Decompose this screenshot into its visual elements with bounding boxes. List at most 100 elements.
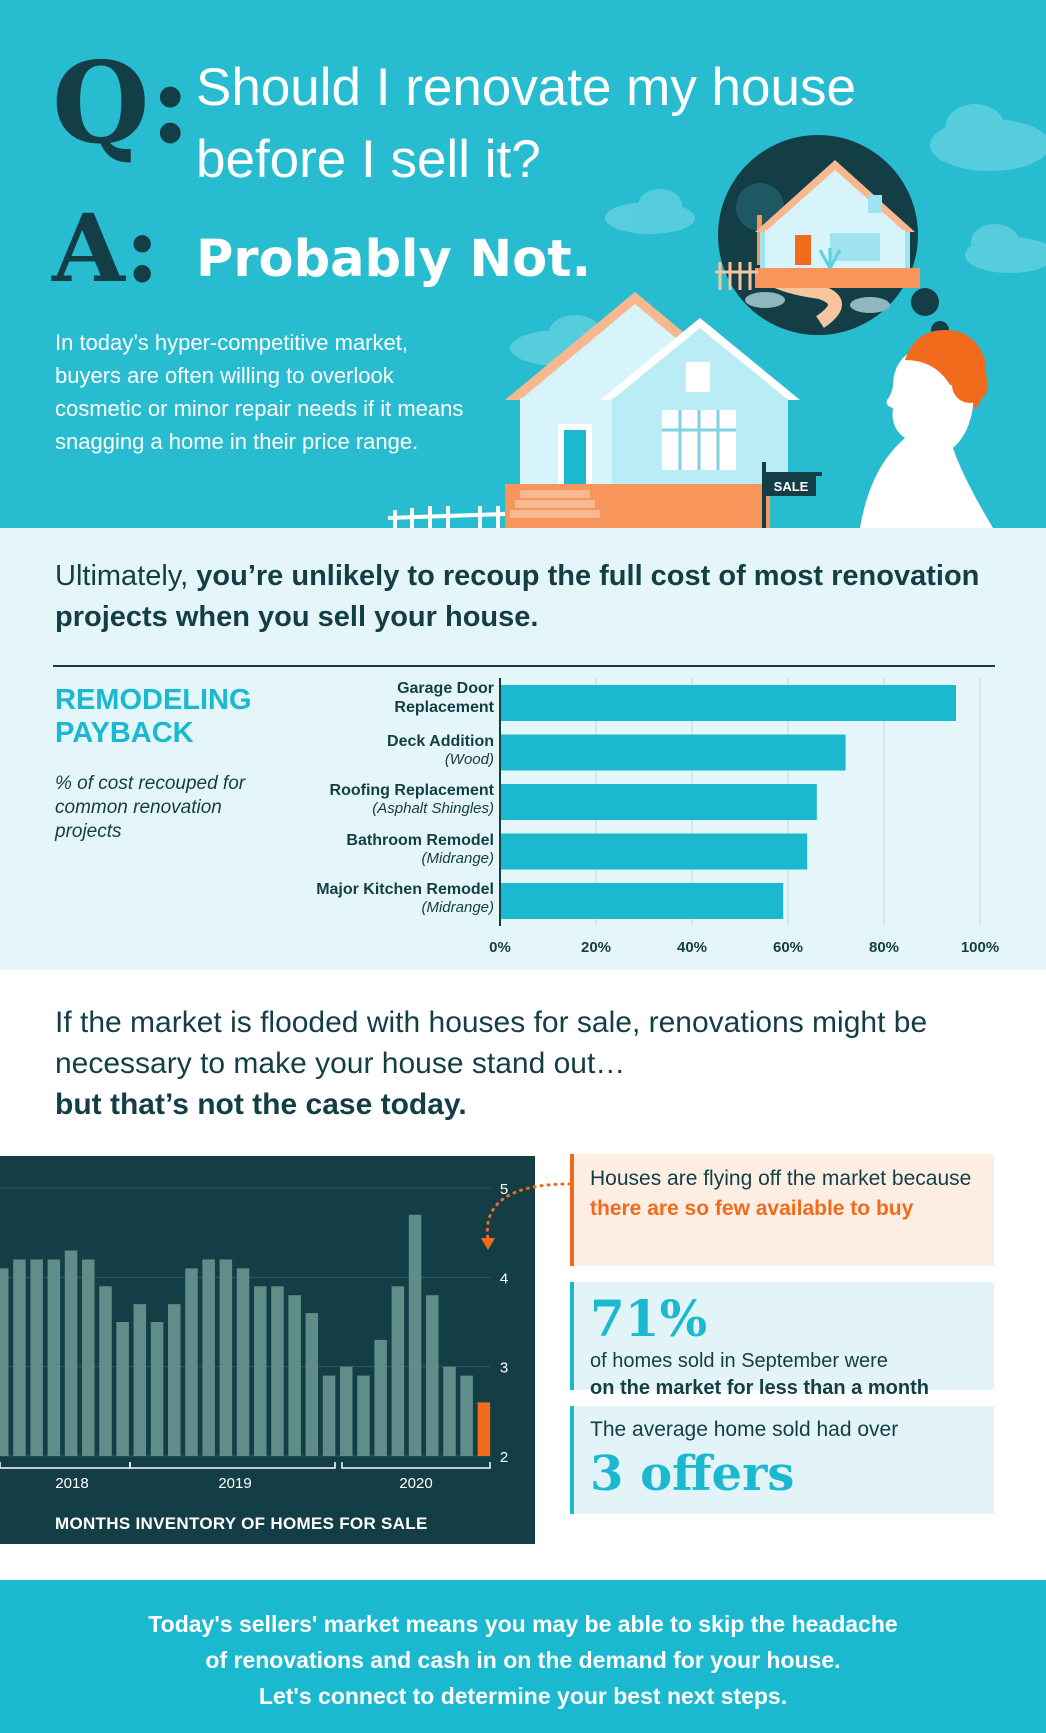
footer-line-2: of renovations and cash in on the demand…: [205, 1647, 841, 1673]
bar: [501, 685, 956, 721]
bar: [288, 1295, 301, 1456]
bar-label-main: Roofing Replacement: [329, 782, 494, 799]
bar: [0, 1268, 9, 1456]
bar-label-main: Major Kitchen Remodel: [316, 881, 494, 898]
x-tick-label: 40%: [677, 939, 707, 956]
bar-label-sub: (Midrange): [421, 849, 494, 867]
bar: [357, 1375, 370, 1456]
bar: [47, 1259, 61, 1456]
payback-chart-subtitle: % of cost recouped for common renovation…: [55, 773, 246, 842]
inventory-bar-chart: 2 3 4 5 2018 2019 2020: [0, 1181, 508, 1492]
payback-heading: Ultimately, you’re unlikely to recoup th…: [55, 556, 995, 638]
hero-section: SALE Q: Should I renovate my house befor…: [0, 0, 1046, 528]
y-tick-label: 2: [500, 1449, 508, 1466]
bar: [168, 1304, 181, 1456]
bar: [133, 1304, 147, 1456]
bar: [391, 1286, 405, 1456]
supply-callout-text: Houses are flying off the market because: [590, 1167, 972, 1190]
bar-label-main: Bathroom Remodel: [346, 831, 494, 849]
question-heading: Should I renovate my house before I sell…: [196, 58, 856, 189]
x-tick-label: 0%: [489, 939, 511, 956]
bar: [322, 1375, 336, 1456]
bar-label: Garage Door Replacement: [254, 679, 494, 717]
market-heading-line: If the market is flooded with houses for…: [55, 1006, 928, 1080]
x-tick-label: 100%: [961, 939, 999, 956]
footer-line-3: Let's connect to determine your best nex…: [258, 1683, 788, 1709]
year-label: 2019: [218, 1475, 251, 1492]
bar-label: Bathroom Remodel (Midrange): [254, 831, 494, 868]
stat-percent: 71%: [590, 1289, 708, 1348]
y-tick-label: 5: [500, 1181, 508, 1198]
bar: [305, 1313, 319, 1456]
bar-label: Deck Addition (Wood): [254, 732, 494, 769]
bar: [254, 1286, 267, 1456]
answer-marker: A:: [52, 194, 160, 304]
bar-label-main: Deck Addition: [387, 732, 494, 750]
bar-label-sub: (Asphalt Shingles): [372, 800, 494, 817]
bar: [202, 1259, 215, 1456]
callout-connector: [481, 1182, 572, 1250]
bar: [340, 1366, 353, 1456]
bar: [150, 1322, 164, 1456]
bar: [501, 883, 784, 919]
payback-chart-title: REMODELING PAYBACK: [55, 684, 252, 749]
bar: [271, 1286, 284, 1456]
hero-body-text: In today’s hyper-competitive market, buy…: [55, 330, 464, 454]
cloud-icon: [510, 104, 1046, 366]
offers-big: 3 offers: [590, 1446, 795, 1502]
y-tick-label: 3: [500, 1360, 508, 1377]
bar: [82, 1259, 95, 1456]
bar: [13, 1259, 26, 1456]
bar: [64, 1250, 78, 1456]
bar: [501, 833, 808, 870]
offers-callout: The average home sold had over 3 offers: [570, 1406, 994, 1514]
bar-label-main: Garage Door Replacement: [394, 680, 494, 716]
bar: [501, 784, 817, 820]
remodeling-payback-section: Ultimately, you’re unlikely to recoup th…: [0, 528, 1046, 970]
footer-cta: Today's sellers' market means you may be…: [0, 1580, 1046, 1733]
inventory-chart-title: MONTHS INVENTORY OF HOMES FOR SALE: [55, 1514, 428, 1533]
bar: [116, 1322, 129, 1456]
payback-heading-bold: you’re unlikely to recoup the full cost …: [55, 560, 980, 633]
question-marker: Q:: [52, 38, 191, 169]
house-illustration: SALE: [387, 104, 1046, 528]
y-tick-label: 4: [500, 1270, 508, 1287]
market-section: If the market is flooded with houses for…: [0, 970, 1046, 1580]
offers-line: The average home sold had over: [590, 1418, 899, 1441]
bar: [219, 1259, 233, 1456]
market-heading: If the market is flooded with houses for…: [55, 1002, 1005, 1125]
market-heading-bold: but that’s not the case today.: [55, 1088, 467, 1121]
arrow-down-icon: [481, 1238, 495, 1250]
payback-heading-plain: Ultimately,: [55, 560, 189, 592]
bar: [374, 1339, 387, 1456]
inventory-chart-panel: 2 3 4 5 2018 2019 2020 MONTHS INVENTORY OF HOM…: [0, 1156, 535, 1544]
stat-bold-line: on the market for less than a month: [590, 1377, 929, 1399]
footer-line-1: Today's sellers' market means you may be…: [148, 1611, 898, 1637]
bar-label: Roofing Replacement (Asphalt Shingles): [254, 781, 494, 818]
x-tick-label: 60%: [773, 939, 803, 956]
bar: [443, 1366, 456, 1456]
bar: [426, 1295, 439, 1456]
section-divider: [53, 665, 995, 667]
answer-heading: Probably Not.: [196, 230, 591, 289]
bar-label: Major Kitchen Remodel (Midrange): [254, 880, 494, 917]
year-label: 2020: [399, 1475, 432, 1492]
bar: [460, 1375, 473, 1456]
payback-bar-chart: 0% 20% 40% 60% 80% 100%: [489, 678, 999, 956]
stat-line: of homes sold in September were: [590, 1350, 888, 1372]
supply-callout: Houses are flying off the market because…: [570, 1154, 994, 1266]
year-label: 2018: [55, 1475, 88, 1492]
year-bracket: [129, 1462, 336, 1469]
bar: [501, 734, 846, 771]
bar: [408, 1214, 422, 1456]
x-tick-label: 80%: [869, 939, 899, 956]
footer-text: Today's sellers' market means you may be…: [40, 1606, 1006, 1714]
current-month-bar: [477, 1402, 491, 1456]
sale-sign-text: SALE: [774, 479, 809, 494]
days-on-market-callout: 71% of homes sold in September were on t…: [570, 1282, 994, 1399]
x-tick-label: 20%: [581, 939, 611, 956]
bar: [236, 1268, 250, 1456]
bar: [99, 1286, 112, 1456]
bar: [185, 1268, 198, 1456]
year-bracket: [0, 1462, 131, 1469]
